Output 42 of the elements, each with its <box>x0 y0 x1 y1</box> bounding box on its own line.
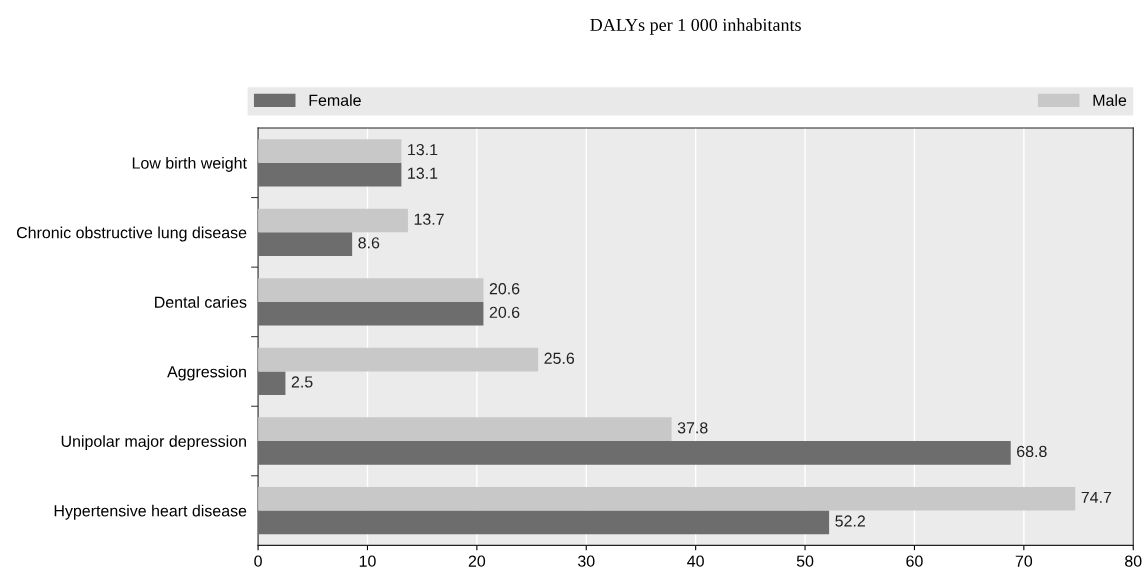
bar <box>258 232 353 257</box>
data-label: 25.6 <box>544 352 575 364</box>
data-label: 20.6 <box>489 306 520 319</box>
bar <box>258 510 830 535</box>
y-tick-label: Aggression <box>167 365 246 381</box>
data-label: 68.8 <box>1017 445 1047 458</box>
y-tick-label: Hypertensive heart disease <box>54 504 247 520</box>
legend-label: Male <box>1093 94 1127 106</box>
x-tick-label: 20 <box>468 555 486 567</box>
y-tick-label: Low birth weight <box>132 157 247 172</box>
bar <box>258 139 402 163</box>
bar <box>258 441 1011 465</box>
bar <box>258 301 484 326</box>
y-tick-label: Dental caries <box>155 296 247 308</box>
bar <box>258 417 672 442</box>
x-tick-label: 80 <box>1125 555 1142 567</box>
data-label: 52.2 <box>835 515 865 527</box>
x-tick-label: 30 <box>577 555 595 567</box>
bar <box>258 162 402 187</box>
y-tick-label: Unipolar major depression <box>61 435 246 451</box>
data-label: 2.5 <box>291 376 313 388</box>
bar <box>258 208 408 233</box>
bar <box>258 371 286 396</box>
data-label: 20.6 <box>489 283 520 295</box>
data-label: 13.1 <box>408 167 438 179</box>
x-tick-label: 0 <box>254 555 262 567</box>
x-tick-label: 50 <box>796 555 814 567</box>
data-label: 13.1 <box>408 143 438 156</box>
legend-label: Female <box>309 94 361 106</box>
data-label: 37.8 <box>677 422 708 434</box>
x-tick-label: 70 <box>1015 555 1033 567</box>
y-tick-label: Chronic obstructive lung disease <box>16 226 247 242</box>
x-tick-label: 40 <box>687 555 704 567</box>
x-tick-label: 60 <box>906 555 923 567</box>
chart-title: DALYs per 1 000 inhabitants <box>590 18 801 35</box>
data-label: 74.7 <box>1081 491 1112 503</box>
data-label: 13.7 <box>414 213 444 225</box>
bar <box>258 486 1076 511</box>
data-label: 8.6 <box>358 237 380 249</box>
bar <box>258 278 484 302</box>
x-tick-label: 10 <box>359 555 376 567</box>
bar <box>258 347 539 372</box>
